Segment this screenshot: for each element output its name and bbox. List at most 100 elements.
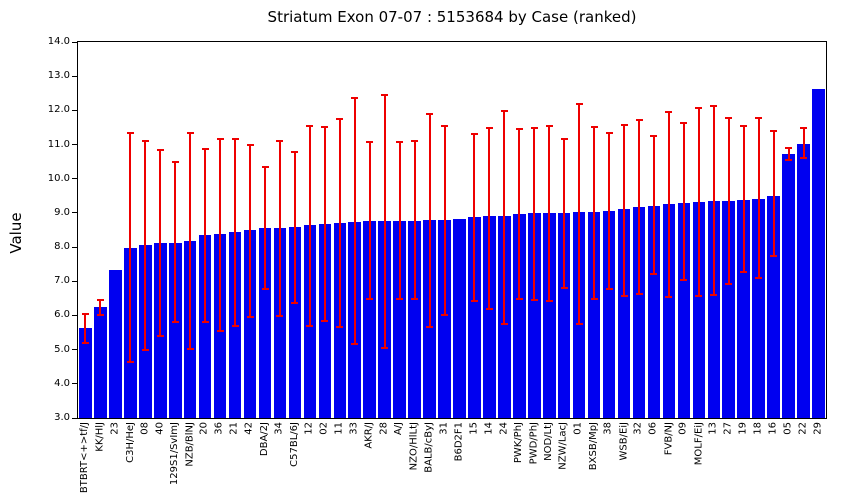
error-bar-cap bbox=[246, 315, 254, 318]
y-tick-label: 3.0 bbox=[54, 412, 70, 423]
x-tick-label: FVB/NJ bbox=[662, 422, 674, 456]
x-tick-label: 28 bbox=[378, 422, 390, 435]
error-bar bbox=[727, 118, 730, 284]
bar bbox=[737, 199, 750, 418]
x-tick-label: 34 bbox=[273, 422, 285, 435]
error-bar bbox=[428, 114, 431, 328]
x-tick-label: 13 bbox=[707, 422, 719, 435]
x-tick-label: NOD/LtJ bbox=[543, 422, 555, 461]
x-tick-label: 38 bbox=[603, 422, 615, 435]
plot-area bbox=[77, 41, 827, 419]
error-bar-cap bbox=[680, 122, 688, 124]
y-tick-label: 5.0 bbox=[54, 343, 70, 355]
error-bar bbox=[204, 148, 207, 323]
bar bbox=[782, 154, 795, 418]
x-tick-label: 01 bbox=[573, 422, 585, 435]
y-tick-mark bbox=[72, 383, 77, 385]
x-tick-label: 05 bbox=[782, 422, 794, 435]
x-tick-label: 27 bbox=[722, 422, 734, 435]
error-bar-cap bbox=[306, 124, 314, 127]
x-tick-label: 15 bbox=[468, 422, 480, 435]
error-bar bbox=[353, 98, 356, 344]
error-bar bbox=[99, 300, 102, 315]
x-tick-label: 18 bbox=[752, 422, 764, 435]
error-bar bbox=[787, 147, 790, 160]
y-tick-mark bbox=[72, 178, 77, 180]
error-bar-cap bbox=[650, 273, 658, 276]
bar bbox=[408, 220, 421, 418]
error-bar-cap bbox=[201, 147, 209, 150]
error-bar-cap bbox=[770, 129, 778, 132]
x-tick-label: BXSB/MpJ bbox=[588, 422, 600, 471]
x-tick-label: 02 bbox=[318, 422, 330, 435]
x-tick-label: 06 bbox=[647, 422, 659, 435]
bar bbox=[692, 201, 706, 418]
error-bar-cap bbox=[81, 341, 89, 344]
bar bbox=[797, 143, 810, 418]
error-bar-cap bbox=[366, 297, 374, 300]
x-tick-label: C57BL/6J bbox=[288, 422, 300, 467]
error-bar bbox=[189, 132, 192, 349]
error-bar bbox=[368, 141, 371, 299]
bar bbox=[528, 213, 541, 418]
error-bar-cap bbox=[321, 126, 329, 129]
bar bbox=[752, 198, 765, 418]
error-bar-cap bbox=[605, 132, 613, 135]
error-bar-cap bbox=[545, 124, 553, 127]
error-bar-cap bbox=[575, 102, 583, 105]
error-bar bbox=[159, 150, 162, 336]
y-tick-label: 4.0 bbox=[54, 377, 70, 389]
error-bar-cap bbox=[545, 300, 553, 303]
error-bar bbox=[623, 125, 626, 296]
x-tick-label: KK/HlJ bbox=[94, 422, 106, 452]
error-bar bbox=[129, 132, 132, 362]
error-bar-cap bbox=[96, 299, 104, 302]
bar bbox=[617, 209, 631, 418]
x-tick-label: 42 bbox=[244, 422, 256, 435]
bar bbox=[198, 234, 212, 418]
error-bar-cap bbox=[785, 146, 793, 149]
error-bar bbox=[682, 123, 685, 281]
y-tick-label: 6.0 bbox=[54, 309, 70, 321]
error-bar-cap bbox=[635, 118, 643, 121]
bar bbox=[453, 218, 466, 418]
error-bar-cap bbox=[141, 348, 149, 351]
x-tick-label: 36 bbox=[214, 422, 226, 435]
error-bar bbox=[473, 134, 476, 302]
error-bar-cap bbox=[201, 321, 209, 324]
error-bar-cap bbox=[441, 125, 449, 128]
error-bar-cap bbox=[411, 298, 419, 301]
error-bar bbox=[383, 94, 386, 348]
error-bar-cap bbox=[635, 292, 643, 295]
error-bar-cap bbox=[81, 312, 89, 315]
error-bar-cap bbox=[530, 298, 538, 301]
y-tick-label: 13.0 bbox=[47, 70, 70, 82]
error-bar bbox=[533, 128, 536, 300]
error-bar-cap bbox=[515, 297, 523, 300]
error-bar bbox=[802, 128, 805, 158]
x-tick-label: 09 bbox=[677, 422, 689, 435]
error-bar-cap bbox=[126, 360, 134, 363]
bar bbox=[587, 211, 601, 418]
x-tick-label: 32 bbox=[633, 422, 644, 435]
error-bar-cap bbox=[246, 143, 254, 146]
error-bar bbox=[742, 126, 745, 273]
x-tick-label: 08 bbox=[139, 422, 151, 435]
bar bbox=[363, 221, 376, 418]
x-tick-label: 21 bbox=[229, 422, 241, 435]
y-tick-label: 7.0 bbox=[54, 275, 70, 287]
y-tick-label: 10.0 bbox=[47, 172, 70, 184]
error-bar bbox=[697, 107, 700, 297]
error-bar-cap bbox=[710, 294, 718, 297]
error-bar-cap bbox=[515, 127, 523, 130]
error-bar bbox=[249, 144, 252, 317]
y-axis-label: Value bbox=[7, 212, 25, 254]
x-tick-label: DBA/2J bbox=[259, 422, 270, 457]
error-bar-cap bbox=[306, 324, 314, 327]
error-bar-cap bbox=[351, 97, 359, 100]
y-tick-label: 11.0 bbox=[47, 138, 70, 150]
bar bbox=[109, 270, 122, 418]
error-bar bbox=[234, 138, 237, 327]
bar bbox=[243, 230, 257, 418]
